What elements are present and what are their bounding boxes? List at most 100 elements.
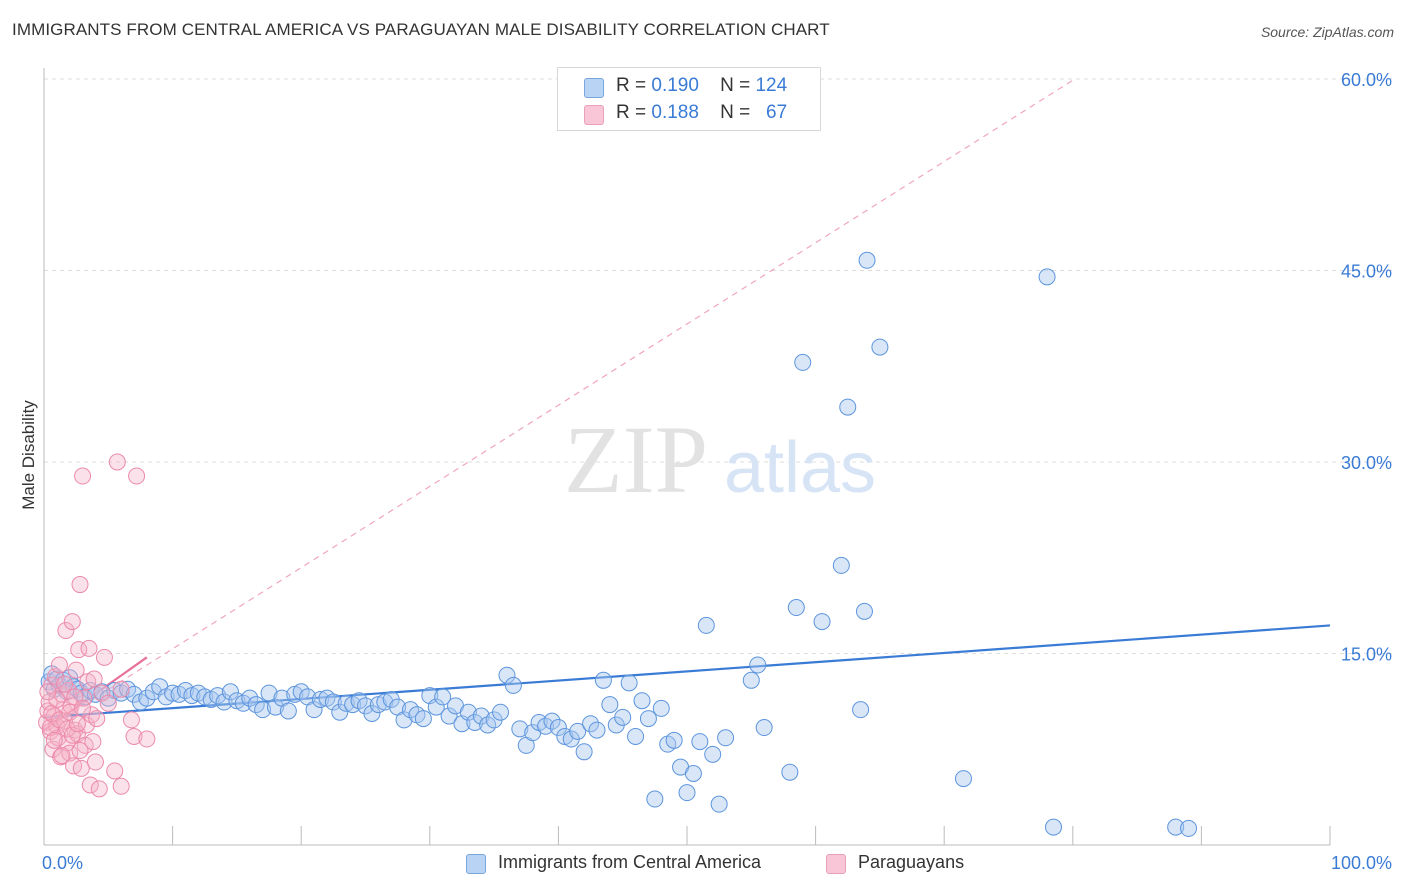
grid-layer: [44, 78, 1392, 654]
bottom-legend-label: Paraguayans: [858, 852, 965, 872]
data-point-central-america: [138, 689, 156, 707]
data-point-paraguayans: [84, 733, 102, 751]
data-point-paraguayans: [53, 747, 71, 765]
source-note: Source: ZipAtlas.com: [1260, 24, 1394, 40]
data-point-central-america: [504, 676, 522, 694]
legend-swatch-blue: [584, 78, 604, 98]
data-point-paraguayans: [95, 648, 113, 666]
data-point-central-america: [311, 690, 329, 708]
data-point-paraguayans: [122, 711, 140, 729]
data-point-paraguayans: [138, 730, 156, 748]
data-point-central-america: [954, 770, 972, 788]
data-point-paraguayans: [88, 710, 106, 728]
data-point-central-america: [164, 684, 182, 702]
bottom-legend-swatch-pink: [826, 854, 846, 874]
data-point-paraguayans: [57, 622, 75, 640]
data-point-central-america: [215, 693, 233, 711]
data-point-paraguayans: [50, 656, 68, 674]
data-point-central-america: [710, 795, 728, 813]
data-point-central-america: [305, 701, 323, 719]
trend-layer: [43, 79, 1331, 731]
data-point-central-america: [614, 708, 632, 726]
legend-swatch-pink: [584, 105, 604, 125]
data-point-central-america: [440, 707, 458, 725]
data-point-central-america: [678, 784, 696, 802]
data-point-central-america: [498, 666, 516, 684]
data-point-paraguayans: [74, 467, 92, 485]
data-point-paraguayans: [86, 753, 104, 771]
data-point-central-america: [260, 684, 278, 702]
bottom-legend-label: Immigrants from Central America: [498, 852, 762, 872]
data-point-paraguayans: [99, 694, 117, 712]
data-point-paraguayans: [74, 699, 92, 717]
data-point-paraguayans: [93, 684, 111, 702]
legend-n-value: 67: [766, 102, 788, 123]
legend-n-label: N =: [720, 75, 751, 96]
data-point-central-america: [427, 698, 445, 716]
data-point-central-america: [852, 701, 870, 719]
legend-r-label: R =: [616, 75, 647, 96]
data-point-central-america: [855, 602, 873, 620]
trend-line-paraguayans: [43, 656, 148, 731]
data-point-paraguayans: [71, 576, 89, 594]
data-point-paraguayans: [71, 742, 89, 760]
data-point-central-america: [839, 398, 857, 416]
data-point-paraguayans: [72, 759, 90, 777]
data-point-central-america: [742, 671, 760, 689]
x-tick-label: 0.0%: [42, 853, 83, 873]
data-point-central-america: [704, 745, 722, 763]
data-point-central-america: [1038, 268, 1056, 286]
data-point-central-america: [575, 743, 593, 761]
data-point-paraguayans: [112, 680, 130, 698]
data-point-central-america: [543, 712, 561, 730]
data-point-central-america: [620, 674, 638, 692]
data-point-central-america: [549, 719, 567, 737]
data-point-central-america: [395, 711, 413, 729]
data-point-central-america: [241, 689, 259, 707]
y-axis-label: Male Disability: [19, 400, 38, 510]
watermark-atlas: atlas: [724, 428, 876, 508]
legend-r-label: R =: [616, 102, 647, 123]
data-point-central-america: [755, 719, 773, 737]
data-point-central-america: [749, 656, 767, 674]
data-point-central-america: [472, 707, 490, 725]
data-point-central-america: [601, 696, 619, 714]
data-point-central-america: [569, 722, 587, 740]
legend: R = 0.190 N = 124 R = 0.188 N = 67: [557, 67, 821, 131]
data-point-central-america: [787, 599, 805, 617]
data-point-central-america: [794, 353, 812, 371]
trend-line-central-america: [43, 624, 1331, 719]
data-point-central-america: [254, 701, 272, 719]
data-point-central-america: [691, 733, 709, 751]
data-point-central-america: [266, 698, 284, 716]
legend-r-value: 0.188: [651, 102, 699, 123]
data-point-central-america: [1045, 818, 1063, 836]
data-point-central-america: [858, 251, 876, 269]
data-point-central-america: [717, 729, 735, 747]
data-point-central-america: [414, 710, 432, 728]
data-point-central-america: [697, 616, 715, 634]
data-point-central-america: [1180, 819, 1198, 837]
data-point-paraguayans: [77, 716, 95, 734]
data-point-paraguayans: [81, 776, 99, 794]
data-point-central-america: [331, 703, 349, 721]
data-point-central-america: [324, 693, 342, 711]
data-point-paraguayans: [85, 670, 103, 688]
data-point-paraguayans: [125, 727, 143, 745]
data-point-central-america: [511, 720, 529, 738]
data-point-central-america: [337, 694, 355, 712]
data-point-central-america: [633, 692, 651, 710]
trend-line-paraguayans-extended: [43, 79, 1074, 731]
data-point-central-america: [594, 671, 612, 689]
data-point-central-america: [871, 338, 889, 356]
y-tick-label: 15.0%: [1341, 645, 1392, 665]
data-point-central-america: [665, 731, 683, 749]
data-point-central-america: [363, 705, 381, 723]
data-point-paraguayans: [128, 467, 146, 485]
data-point-paraguayans: [56, 675, 74, 693]
watermark-zip: ZIP: [564, 406, 708, 513]
data-point-central-america: [459, 703, 477, 721]
data-point-central-america: [582, 715, 600, 733]
legend-r-value: 0.190: [651, 75, 699, 96]
data-point-central-america: [279, 702, 297, 720]
